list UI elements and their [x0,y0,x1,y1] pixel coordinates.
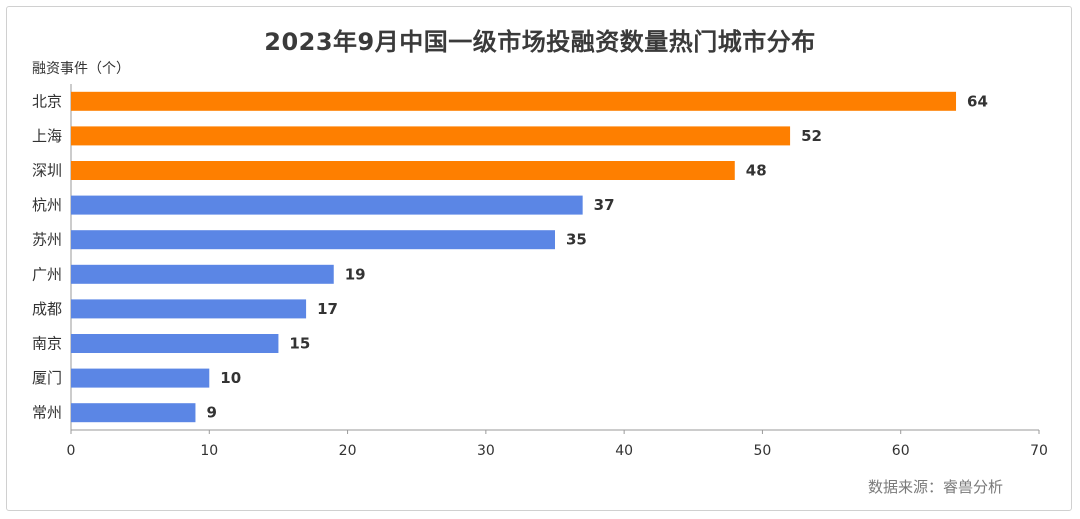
chart-title: 2023年9月中国一级市场投融资数量热门城市分布 [264,28,816,56]
category-label: 北京 [32,92,62,110]
category-label: 南京 [32,335,62,353]
category-label: 常州 [32,404,62,422]
data-label: 64 [967,92,988,110]
x-tick-label: 70 [1030,443,1048,459]
x-tick-label: 50 [754,443,772,459]
data-label: 35 [566,231,587,249]
category-label: 厦门 [32,369,62,387]
category-label: 上海 [32,127,62,145]
x-tick-label: 20 [339,443,357,459]
source-note: 数据来源：睿兽分析 [868,478,1004,496]
chart-frame [6,6,1072,511]
data-label: 17 [317,300,338,318]
bar-8 [71,334,279,353]
bar-6 [71,264,334,284]
category-label: 苏州 [32,231,62,249]
y-axis-label: 融资事件（个） [32,61,130,77]
bar-2 [71,126,791,146]
x-tick-label: 10 [200,443,218,459]
bar-9 [71,368,210,388]
data-label: 10 [220,369,241,387]
x-tick-label: 30 [477,443,495,459]
x-tick-label: 40 [615,443,633,459]
bar-3 [71,161,735,180]
data-label: 48 [746,162,767,180]
x-tick-label: 60 [892,443,910,459]
bar-10 [71,403,196,423]
category-label: 广州 [32,265,62,283]
data-label: 37 [594,196,615,214]
data-label: 9 [206,404,216,422]
bar-7 [71,299,307,319]
bar-5 [71,230,555,250]
data-label: 52 [801,127,822,145]
category-label: 成都 [32,300,62,318]
bar-1 [71,91,957,111]
bar-4 [71,195,583,215]
data-label: 19 [345,265,366,283]
category-label: 杭州 [32,196,62,214]
x-tick-label: 0 [67,443,76,459]
data-label: 15 [289,335,310,353]
category-label: 深圳 [32,162,62,180]
